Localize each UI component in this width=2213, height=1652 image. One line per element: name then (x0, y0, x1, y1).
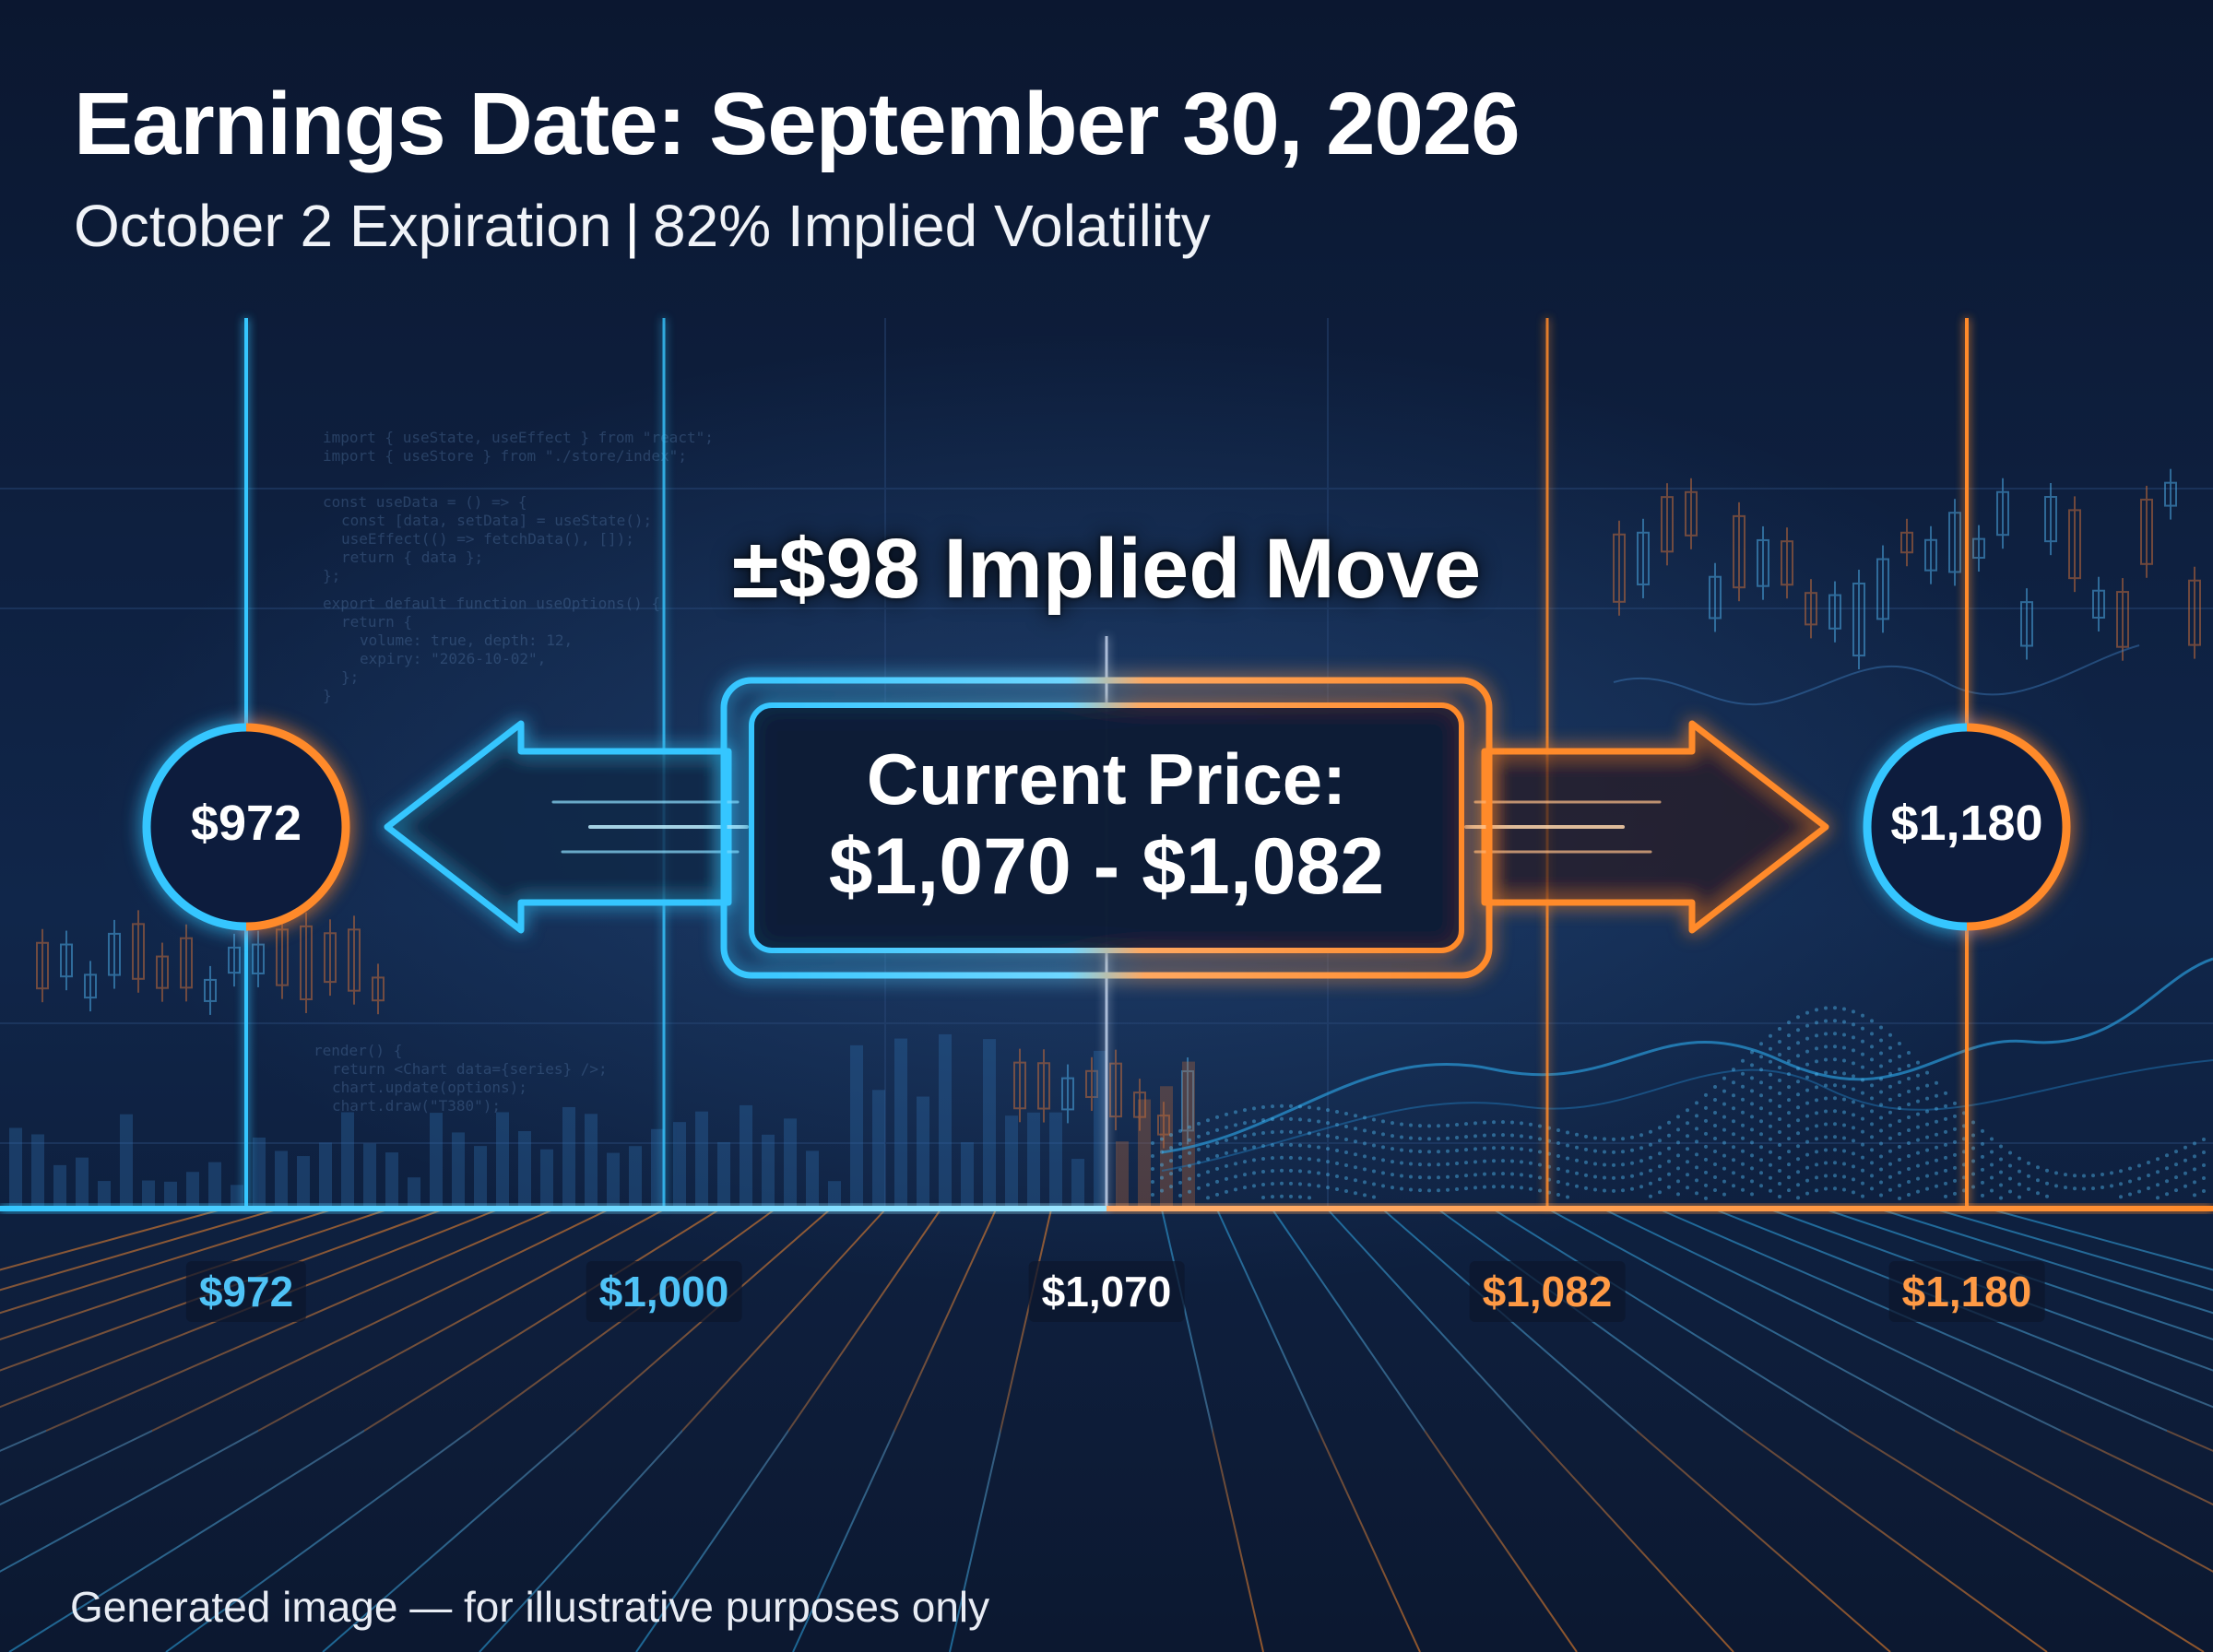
upper-bound-label: $1,180 (1890, 796, 2043, 851)
axis-tick-1070: $1,070 (1028, 1261, 1185, 1322)
svg-text:return <Chart data={series} />: return <Chart data={series} />; (332, 1060, 608, 1078)
page-title: Earnings Date: September 30, 2026 (74, 75, 1521, 173)
svg-text:export default function useOpt: export default function useOptions() { (323, 595, 660, 612)
axis-tick-1082: $1,082 (1469, 1261, 1626, 1322)
svg-text:const [data, setData] = useSta: const [data, setData] = useState(); (341, 512, 652, 529)
footer-disclaimer: Generated image — for illustrative purpo… (70, 1583, 990, 1631)
svg-text:import { useState, useEffect }: import { useState, useEffect } from "rea… (323, 429, 714, 446)
svg-text:useEffect(() => fetchData(), [: useEffect(() => fetchData(), []); (341, 530, 634, 548)
svg-text:expiry: "2026-10-02",: expiry: "2026-10-02", (360, 650, 546, 667)
svg-text:import { useStore } from "./st: import { useStore } from "./store/index"… (323, 447, 687, 465)
left-arrow-icon (384, 720, 732, 934)
right-arrow-icon (1481, 720, 1829, 934)
svg-text:}: } (323, 687, 332, 704)
svg-text:chart.update(options);: chart.update(options); (332, 1079, 527, 1096)
svg-text:volume: true, depth: 12,: volume: true, depth: 12, (360, 631, 573, 649)
subtitle: October 2 Expiration | 82% Implied Volatil… (74, 192, 1211, 260)
svg-text:};: }; (323, 567, 340, 584)
svg-text:const useData = () => {: const useData = () => { (323, 493, 527, 511)
implied-move-heading: ±$98 Implied Move (731, 522, 1482, 616)
implied-volatility-text: 82% Implied Volatility (653, 193, 1211, 259)
svg-text:chart.draw("T380");: chart.draw("T380"); (332, 1097, 501, 1115)
svg-text:};: }; (341, 668, 359, 686)
subtitle-separator: | (624, 193, 641, 259)
current-price-range: $1,070 - $1,082 (828, 822, 1385, 911)
axis-tick-1000: $1,000 (586, 1261, 742, 1322)
current-price-label: Current Price: (866, 738, 1347, 820)
svg-text:render() {: render() { (314, 1042, 402, 1059)
current-price-box: Current Price: $1,070 - $1,082 (751, 701, 1462, 950)
svg-text:return {: return { (341, 613, 412, 631)
svg-text:return { data };: return { data }; (341, 549, 483, 566)
expiration-text: October 2 Expiration (74, 193, 612, 259)
lower-bound-label: $972 (190, 796, 302, 851)
axis-tick-972: $972 (185, 1261, 307, 1322)
axis-tick-1180: $1,180 (1888, 1261, 2045, 1322)
